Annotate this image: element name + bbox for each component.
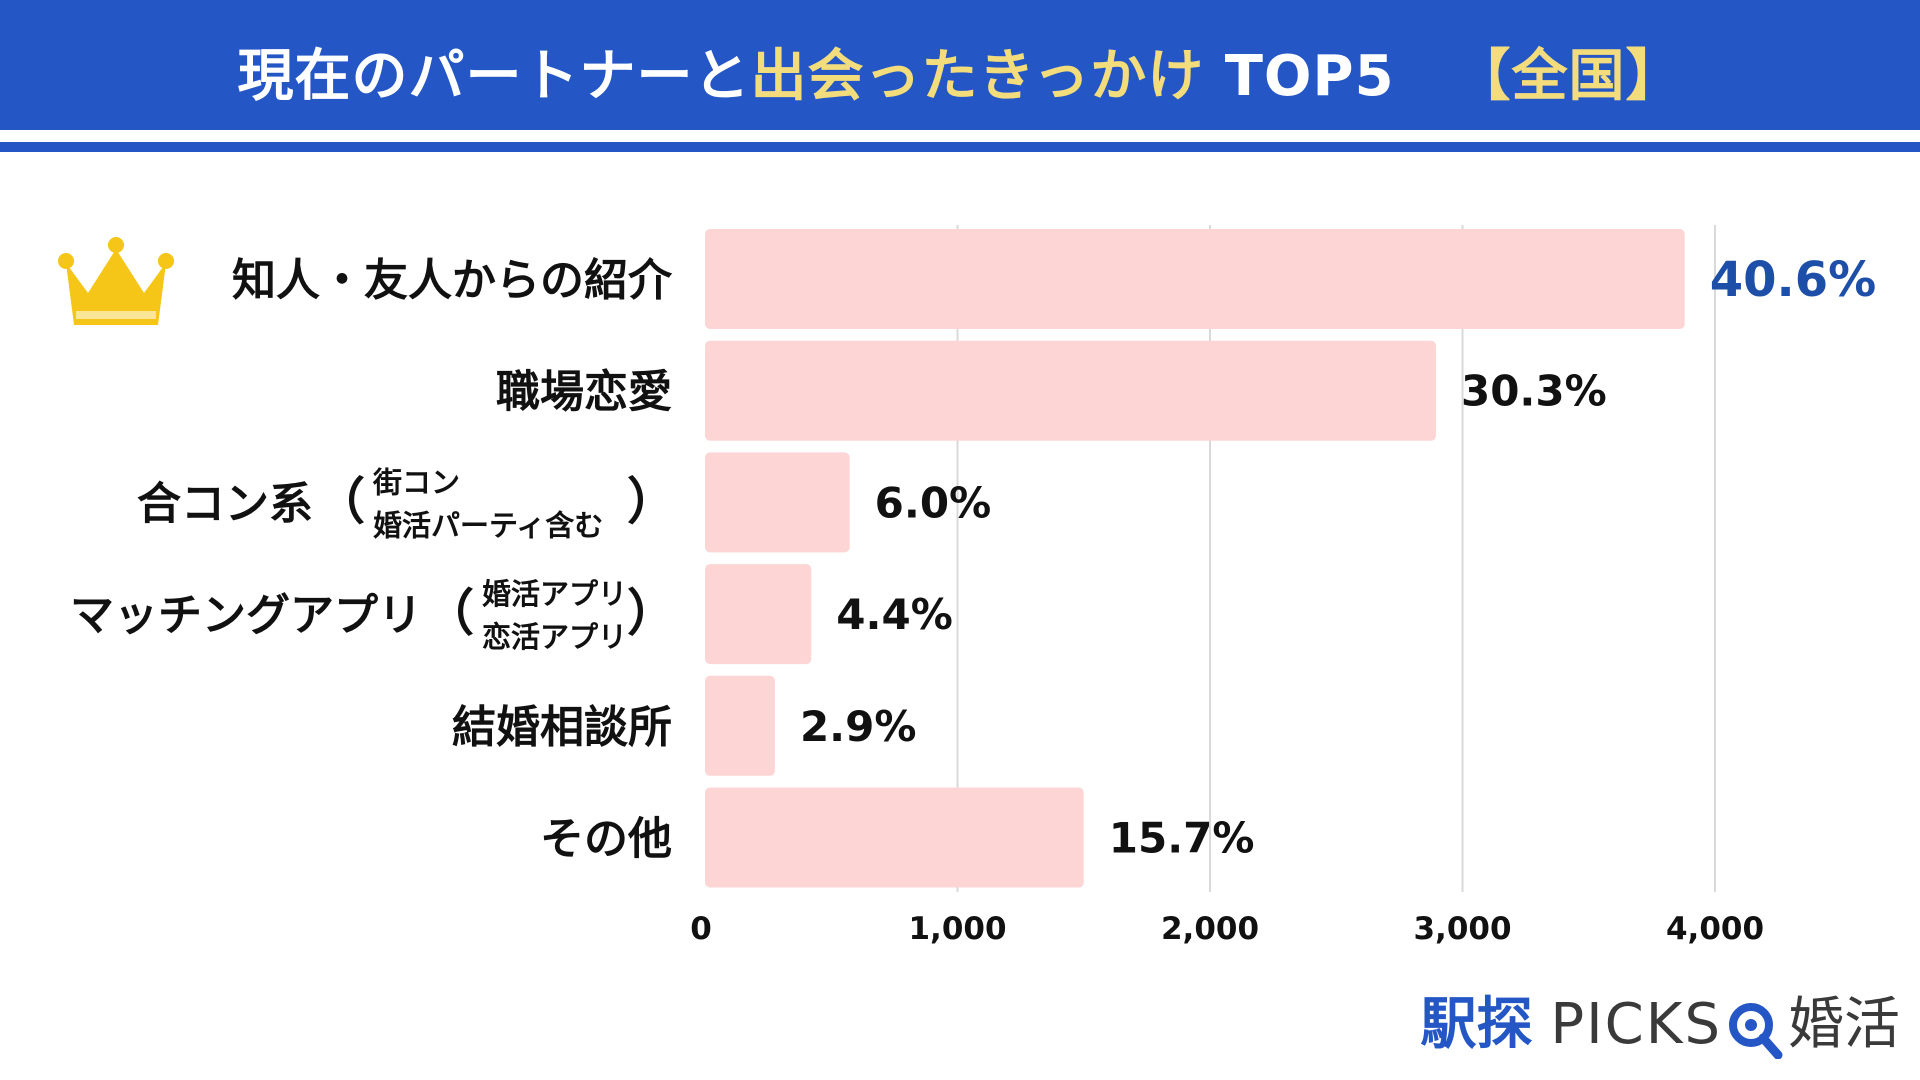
magnifier-q-icon [1729, 1002, 1783, 1059]
crown-icon [58, 237, 174, 325]
category-label: 結婚相談所 [452, 702, 672, 753]
page-title: 現在のパートナーと出会ったきっかけ TOP5 【全国】 [0, 0, 1920, 130]
category-paren-close: ） [627, 584, 677, 642]
category-label: マッチングアプリ [70, 590, 422, 641]
value-label: 4.4% [836, 590, 952, 639]
title-part1: 現在のパートナーと [237, 44, 751, 109]
header-bar [0, 0, 1920, 130]
category-sub-label: 婚活アプリ [482, 577, 627, 611]
bar [705, 564, 812, 665]
bar [705, 229, 1685, 329]
category-sub-label: 婚活パーティ含む [373, 508, 603, 542]
x-tick-label: 2,000 [1161, 911, 1259, 947]
title-highlight: 出会ったきっかけ [750, 44, 1205, 109]
value-label: 40.6% [1710, 252, 1877, 308]
bar [705, 787, 1084, 888]
x-tick-label: 0 [690, 911, 712, 947]
value-label: 2.9% [800, 702, 916, 751]
title-part2: TOP5 [1224, 44, 1395, 109]
category-sub-label: 恋活アプリ [482, 620, 627, 654]
category-paren-close: ） [627, 472, 677, 530]
category-paren-open: （ [424, 584, 474, 642]
value-label: 30.3% [1461, 367, 1607, 416]
value-label: 6.0% [875, 478, 991, 527]
bar [705, 340, 1436, 441]
category-label: 知人・友人からの紹介 [232, 255, 673, 306]
category-label: 職場恋愛 [496, 367, 672, 418]
brand-logo: 駅探 PICKS 婚活 [1400, 990, 1900, 1060]
x-tick-label: 4,000 [1666, 911, 1764, 947]
category-label: その他 [540, 814, 672, 865]
category-sub-label: 街コン [372, 465, 460, 499]
header-rule [0, 142, 1920, 152]
title-region: 【全国】 [1454, 44, 1683, 109]
value-label: 15.7% [1109, 814, 1255, 863]
logo-text-konkatsu: 婚活 [1788, 992, 1900, 1057]
logo-text-ekitan: 駅探 [1420, 992, 1533, 1057]
category-paren-open: （ [315, 472, 365, 530]
bar [705, 675, 775, 776]
x-tick-label: 3,000 [1413, 911, 1511, 947]
category-label: 合コン系 [137, 478, 313, 529]
x-tick-label: 1,000 [908, 911, 1006, 947]
logo-text-picks: PICKS [1550, 992, 1722, 1057]
bar [705, 452, 850, 553]
